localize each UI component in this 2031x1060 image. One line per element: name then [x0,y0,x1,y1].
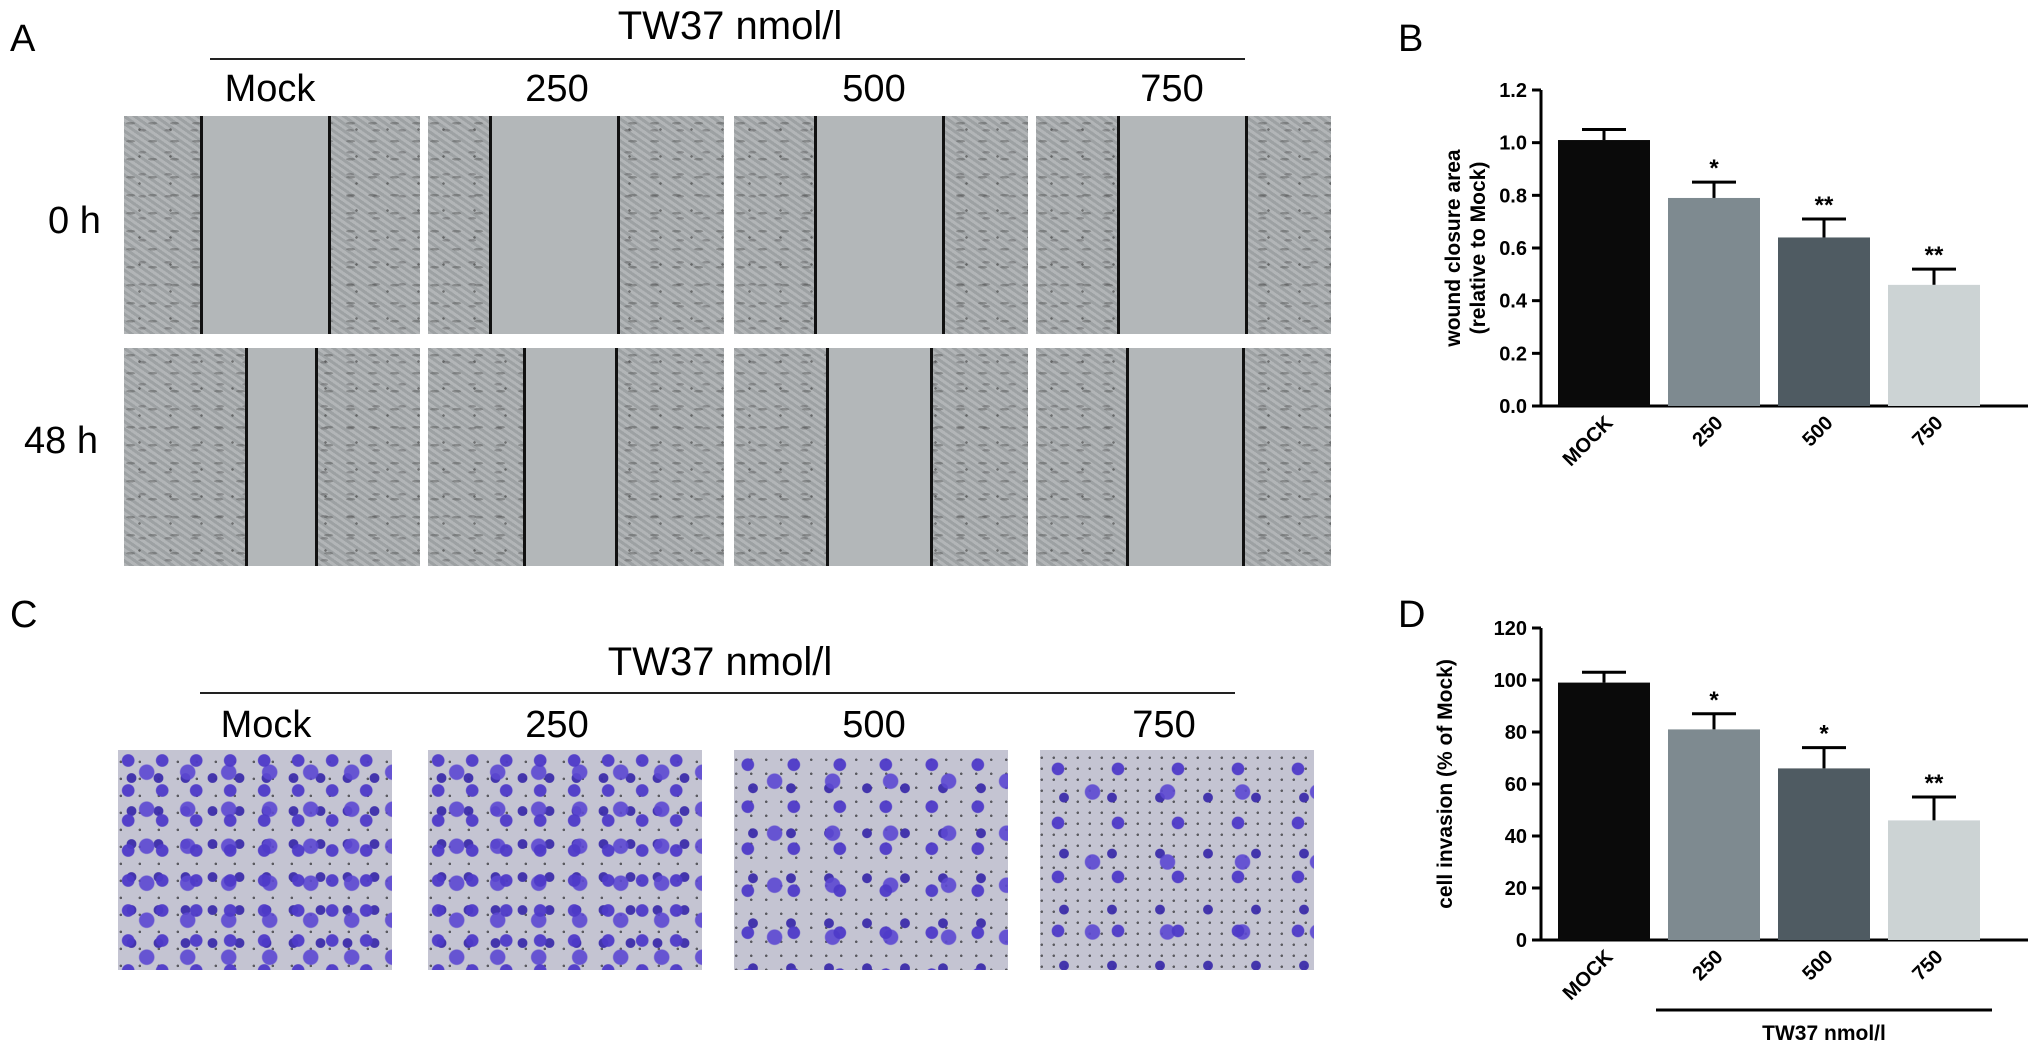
significance-label: * [1819,721,1829,748]
x-tick-label: MOCK [1559,946,1618,1005]
significance-label: ** [1815,192,1834,219]
y-tick-label: 0.6 [1499,238,1527,260]
significance-label: ** [1925,242,1944,269]
wound-image-250-0h [428,116,724,334]
panel-a-col-label: 500 [842,68,906,110]
bar [1888,284,1980,406]
wound-image-250-48h [428,348,724,566]
wound-image-mock-0h [124,116,420,334]
panel-c-condition-title: TW37 nmol/l [607,640,833,684]
y-tick-label: 80 [1505,722,1527,744]
x-tick-label: 750 [1908,946,1947,985]
invasion-image-500 [734,750,1008,970]
y-tick-label: 0.0 [1499,396,1527,418]
y-tick-label: 0 [1516,930,1527,952]
x-tick-label: 750 [1908,412,1947,451]
y-tick-label: 0.8 [1499,185,1527,207]
bar [1778,768,1870,940]
wound-image-500-48h [734,348,1028,566]
y-tick-label: 0.2 [1499,343,1527,365]
significance-label: * [1709,687,1719,714]
invasion-image-750 [1040,750,1314,970]
bar [1558,140,1650,406]
panel-letter-a: A [10,18,36,60]
x-tick-label: 500 [1798,412,1837,451]
y-axis-label: wound closure area [1442,149,1465,348]
y-axis-label-line2: (relative to Mock) [1467,162,1490,335]
y-tick-label: 60 [1505,774,1527,796]
chart-b: 0.00.20.40.60.81.01.2MOCK*250**500**750T… [1442,80,2028,471]
panel-a-col-label: Mock [224,68,316,110]
x-tick-label: 250 [1688,946,1727,985]
panel-c-col-label: 750 [1132,704,1196,746]
y-tick-label: 1.0 [1499,133,1527,155]
invasion-image-mock [118,750,392,970]
panel-a-col-label: 750 [1140,68,1204,110]
panel-c-col-label: 250 [525,704,589,746]
y-tick-label: 1.2 [1499,80,1527,102]
y-tick-label: 100 [1494,670,1527,692]
panel-c-col-label: 500 [842,704,906,746]
invasion-image-250 [428,750,702,970]
bar [1778,237,1870,406]
panel-letter-d: D [1398,594,1426,636]
bar [1888,820,1980,940]
significance-label: * [1709,155,1719,182]
bar [1668,729,1760,940]
panel-a-condition-line [210,58,1245,60]
panel-c-col-label: Mock [220,704,312,746]
y-tick-label: 120 [1494,618,1527,640]
panel-a-row-label: 48 h [24,420,98,462]
wound-image-mock-48h [124,348,420,566]
panel-letter-b: B [1398,18,1424,60]
bar [1668,197,1760,406]
x-tick-label: MOCK [1559,412,1618,471]
panel-c-condition-line [200,692,1235,694]
x-tick-label: 250 [1688,412,1727,451]
x-tick-label: 500 [1798,946,1837,985]
y-tick-label: 20 [1505,878,1527,900]
y-axis-label: cell invasion (% of Mock) [1434,659,1457,909]
wound-image-750-0h [1036,116,1331,334]
panel-letter-c: C [10,594,38,636]
chart-d: 0 20 40 60 80 100 120 MOCK * 250 * 500 ** 750 TW37 nmo… [1434,618,2028,1045]
panel-a-col-label: 250 [525,68,589,110]
y-tick-label: 0.4 [1499,291,1528,313]
x-axis-label: TW37 nmol/l [1762,1022,1886,1045]
bar [1558,682,1650,940]
panel-a-row-label: 0 h [48,200,101,242]
significance-label: ** [1925,770,1944,797]
panel-a-condition-title: TW37 nmol/l [617,4,843,48]
wound-image-750-48h [1036,348,1331,566]
wound-image-500-0h [734,116,1028,334]
y-tick-label: 40 [1505,826,1527,848]
